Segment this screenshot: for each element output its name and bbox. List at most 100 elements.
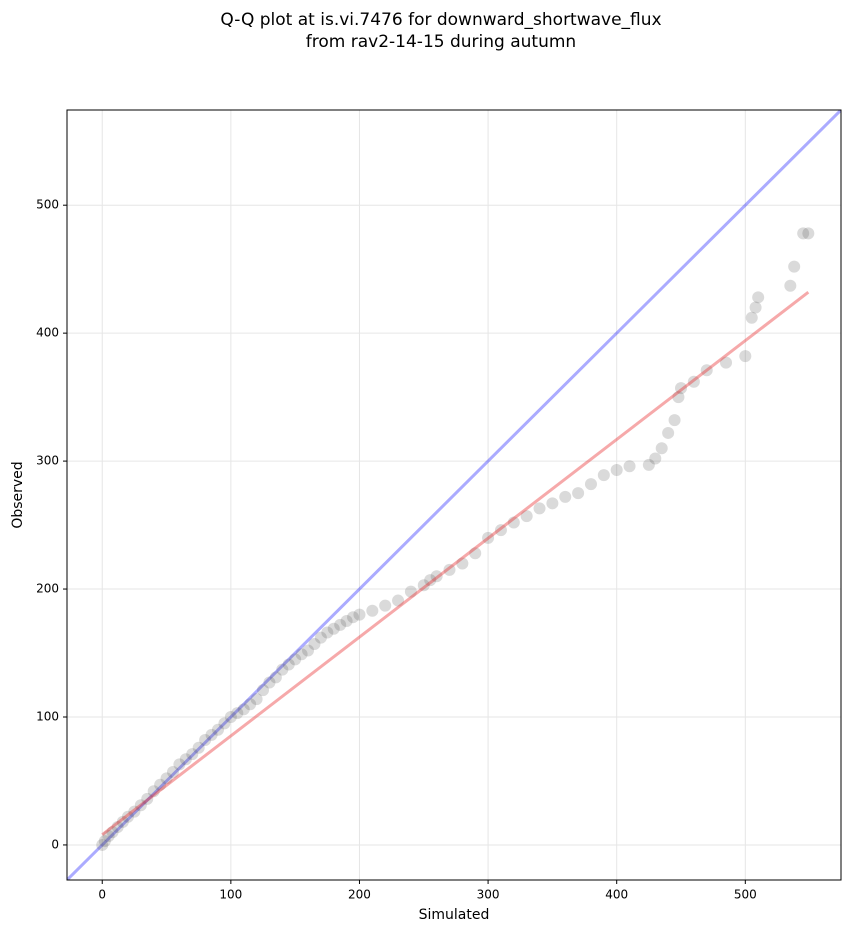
point: [327, 622, 340, 635]
point: [263, 676, 276, 689]
point: [257, 684, 270, 697]
y-tick-label: 0: [51, 837, 59, 851]
point: [353, 608, 366, 621]
y-tick-label: 300: [36, 454, 59, 468]
point: [141, 792, 154, 805]
x-tick-label: 500: [734, 888, 757, 902]
point: [111, 821, 124, 834]
plot-area: [67, 110, 841, 880]
y-tick-label: 400: [36, 326, 59, 340]
point: [199, 734, 212, 747]
point: [700, 364, 713, 377]
point: [784, 279, 797, 292]
point: [250, 693, 263, 706]
point: [649, 452, 662, 465]
point: [282, 658, 295, 671]
x-tick-label: 400: [605, 888, 628, 902]
point: [745, 311, 758, 324]
point: [179, 753, 192, 766]
point: [424, 574, 437, 587]
point: [134, 799, 147, 812]
point: [98, 835, 111, 848]
point: [173, 758, 186, 771]
point: [752, 291, 765, 304]
y-tick-label: 200: [36, 582, 59, 596]
fit-line: [101, 291, 810, 836]
point: [231, 707, 244, 720]
point: [672, 391, 685, 404]
point: [572, 487, 585, 500]
point: [482, 531, 495, 544]
identity-line: [67, 110, 841, 880]
point: [443, 563, 456, 576]
point: [340, 615, 353, 628]
point: [749, 301, 762, 314]
point: [494, 524, 507, 537]
point: [276, 663, 289, 676]
point: [379, 599, 392, 612]
point: [366, 604, 379, 617]
chart-title: Q-Q plot at is.vi.7476 for downward_shor…: [220, 10, 661, 30]
point: [675, 382, 688, 395]
point: [166, 766, 179, 779]
chart-subtitle: from rav2-14-15 during autumn: [306, 32, 576, 52]
x-tick-label: 200: [348, 888, 371, 902]
point: [655, 442, 668, 455]
point: [224, 710, 237, 723]
point: [116, 815, 129, 828]
point: [533, 502, 546, 515]
point: [687, 375, 700, 388]
point: [237, 703, 250, 716]
point: [289, 653, 302, 666]
point: [102, 829, 115, 842]
point: [154, 778, 167, 791]
point: [597, 469, 610, 482]
x-tick-label: 300: [477, 888, 500, 902]
x-tick-label: 100: [219, 888, 242, 902]
point: [160, 772, 173, 785]
point: [218, 717, 231, 730]
point: [302, 644, 315, 657]
point: [802, 227, 815, 240]
point: [720, 356, 733, 369]
point: [96, 838, 109, 851]
point: [456, 557, 469, 570]
point: [147, 785, 160, 798]
point: [788, 260, 801, 273]
y-tick-label: 500: [36, 198, 59, 212]
x-tick-label: 0: [98, 888, 106, 902]
point: [308, 638, 321, 651]
point: [295, 648, 308, 661]
point: [430, 570, 443, 583]
point: [623, 460, 636, 473]
point: [186, 748, 199, 761]
point: [314, 631, 327, 644]
point: [668, 414, 681, 427]
point: [192, 741, 205, 754]
point: [739, 350, 752, 363]
point: [211, 723, 224, 736]
point: [106, 826, 119, 839]
point: [507, 516, 520, 529]
y-axis-label: Observed: [10, 461, 26, 528]
point: [610, 464, 623, 477]
point: [559, 490, 572, 503]
point: [469, 547, 482, 560]
point: [121, 810, 134, 823]
x-axis-label: Simulated: [419, 907, 490, 923]
point: [244, 698, 257, 711]
point: [797, 227, 810, 240]
point: [520, 510, 533, 523]
point: [321, 626, 334, 639]
y-tick-label: 100: [36, 709, 59, 723]
frame: [66, 109, 842, 881]
point: [546, 497, 559, 510]
point: [392, 594, 405, 607]
point: [404, 585, 417, 598]
point: [662, 426, 675, 439]
point: [334, 618, 347, 631]
point: [128, 805, 141, 818]
point: [417, 579, 430, 592]
point: [642, 458, 655, 471]
